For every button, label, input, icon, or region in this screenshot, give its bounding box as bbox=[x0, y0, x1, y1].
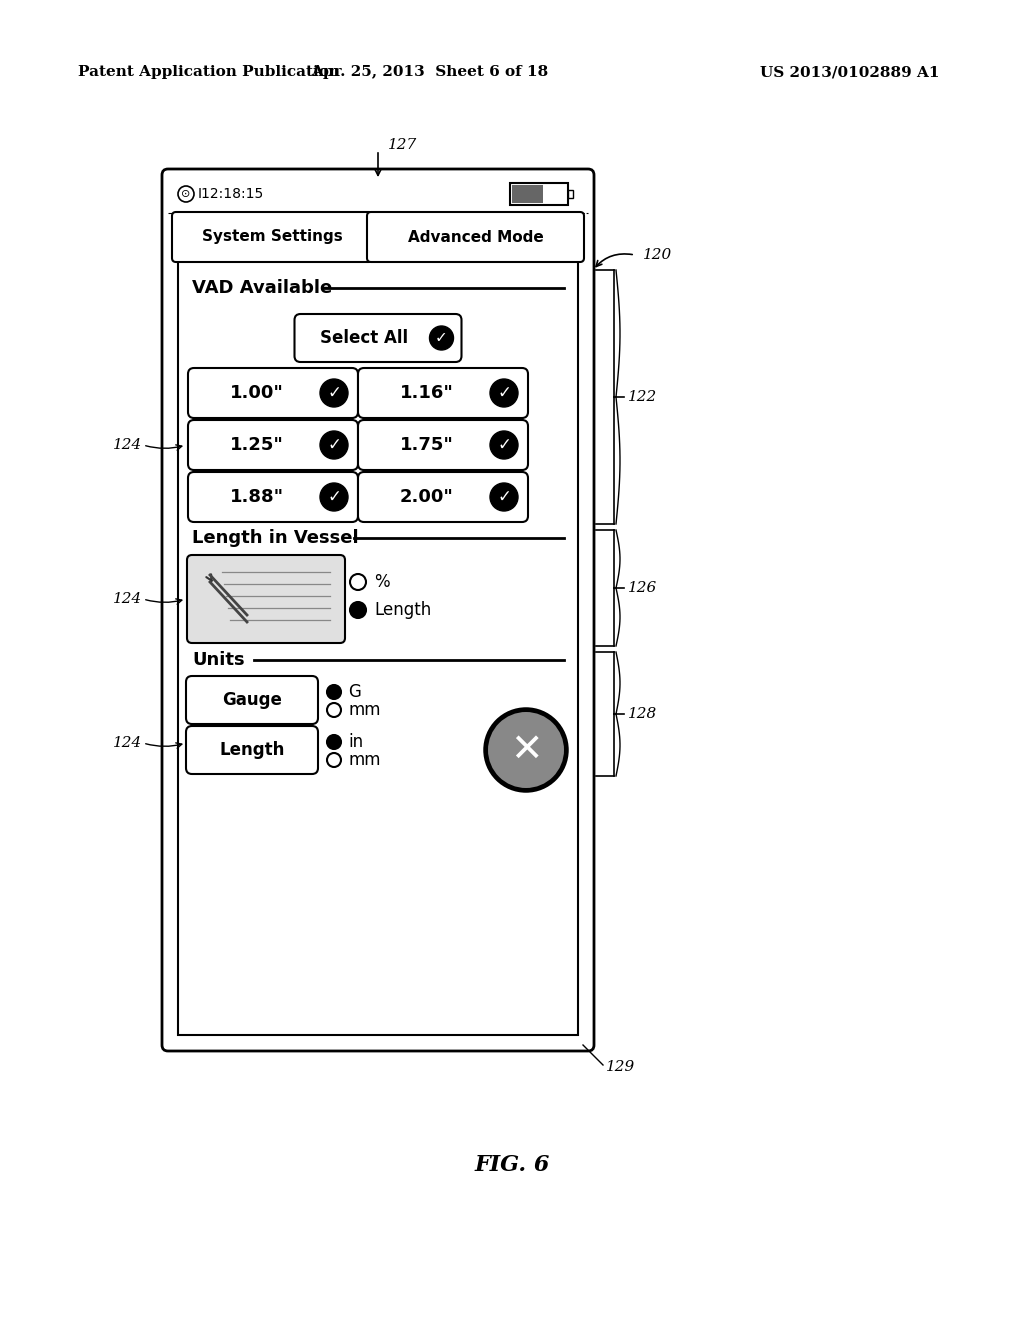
Text: ✓: ✓ bbox=[327, 436, 341, 454]
Text: ✓: ✓ bbox=[497, 384, 511, 403]
FancyBboxPatch shape bbox=[186, 676, 318, 723]
Circle shape bbox=[490, 483, 518, 511]
Text: 128: 128 bbox=[628, 708, 657, 721]
Text: Units: Units bbox=[193, 651, 245, 669]
FancyBboxPatch shape bbox=[162, 169, 594, 1051]
Text: G: G bbox=[348, 682, 360, 701]
Circle shape bbox=[490, 379, 518, 407]
Text: ✕: ✕ bbox=[510, 731, 543, 770]
Circle shape bbox=[429, 326, 454, 350]
Text: ✓: ✓ bbox=[327, 488, 341, 506]
Text: 1.16": 1.16" bbox=[400, 384, 454, 403]
Circle shape bbox=[319, 379, 348, 407]
Text: 127: 127 bbox=[388, 139, 417, 152]
Text: ✓: ✓ bbox=[497, 436, 511, 454]
Circle shape bbox=[327, 752, 341, 767]
Text: 122: 122 bbox=[628, 389, 657, 404]
FancyBboxPatch shape bbox=[188, 473, 358, 521]
FancyBboxPatch shape bbox=[295, 314, 462, 362]
Text: ✓: ✓ bbox=[435, 330, 447, 346]
Text: mm: mm bbox=[348, 751, 381, 770]
FancyBboxPatch shape bbox=[367, 213, 584, 261]
Text: VAD Available: VAD Available bbox=[193, 279, 332, 297]
Text: ✓: ✓ bbox=[327, 384, 341, 403]
FancyBboxPatch shape bbox=[568, 190, 573, 198]
FancyBboxPatch shape bbox=[358, 420, 528, 470]
Circle shape bbox=[488, 711, 564, 788]
Text: Apr. 25, 2013  Sheet 6 of 18: Apr. 25, 2013 Sheet 6 of 18 bbox=[311, 65, 549, 79]
Text: ⊙: ⊙ bbox=[181, 189, 190, 199]
Text: 1.25": 1.25" bbox=[230, 436, 284, 454]
Circle shape bbox=[327, 704, 341, 717]
FancyBboxPatch shape bbox=[172, 213, 373, 261]
FancyBboxPatch shape bbox=[188, 368, 358, 418]
Text: %: % bbox=[374, 573, 389, 591]
Text: I12:18:15: I12:18:15 bbox=[198, 187, 264, 201]
Circle shape bbox=[327, 735, 341, 748]
Text: 2.00": 2.00" bbox=[400, 488, 454, 506]
Text: 124: 124 bbox=[113, 591, 142, 606]
Text: Gauge: Gauge bbox=[222, 690, 282, 709]
Text: 1.88": 1.88" bbox=[230, 488, 284, 506]
FancyBboxPatch shape bbox=[186, 726, 318, 774]
Text: in: in bbox=[348, 733, 364, 751]
Text: FIG. 6: FIG. 6 bbox=[474, 1154, 550, 1176]
FancyBboxPatch shape bbox=[188, 420, 358, 470]
Circle shape bbox=[490, 432, 518, 459]
Text: 120: 120 bbox=[643, 248, 672, 261]
Circle shape bbox=[485, 709, 567, 791]
Circle shape bbox=[350, 602, 366, 618]
Text: System Settings: System Settings bbox=[202, 230, 343, 244]
Circle shape bbox=[319, 432, 348, 459]
Circle shape bbox=[327, 685, 341, 700]
Text: Length: Length bbox=[374, 601, 431, 619]
Text: US 2013/0102889 A1: US 2013/0102889 A1 bbox=[760, 65, 939, 79]
Text: 126: 126 bbox=[628, 581, 657, 595]
Text: 129: 129 bbox=[606, 1060, 635, 1074]
Circle shape bbox=[178, 186, 194, 202]
FancyBboxPatch shape bbox=[187, 554, 345, 643]
Text: Select All: Select All bbox=[319, 329, 408, 347]
Text: 1.75": 1.75" bbox=[400, 436, 454, 454]
Text: Length: Length bbox=[219, 741, 285, 759]
Text: 124: 124 bbox=[113, 438, 142, 451]
Text: Patent Application Publication: Patent Application Publication bbox=[78, 65, 340, 79]
Circle shape bbox=[350, 574, 366, 590]
FancyBboxPatch shape bbox=[178, 260, 578, 1035]
Text: 1.00": 1.00" bbox=[230, 384, 284, 403]
Text: 124: 124 bbox=[113, 737, 142, 750]
Text: Advanced Mode: Advanced Mode bbox=[408, 230, 544, 244]
Circle shape bbox=[319, 483, 348, 511]
FancyBboxPatch shape bbox=[358, 368, 528, 418]
FancyBboxPatch shape bbox=[358, 473, 528, 521]
Text: ✓: ✓ bbox=[497, 488, 511, 506]
FancyBboxPatch shape bbox=[512, 185, 543, 203]
FancyBboxPatch shape bbox=[510, 183, 568, 205]
Text: mm: mm bbox=[348, 701, 381, 719]
Text: Length in Vessel: Length in Vessel bbox=[193, 529, 358, 546]
